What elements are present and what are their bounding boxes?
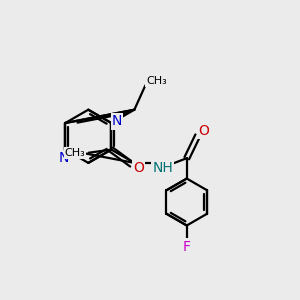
Text: CH₃: CH₃	[146, 76, 166, 86]
Text: O: O	[199, 124, 209, 138]
Text: O: O	[133, 160, 144, 175]
Text: F: F	[183, 240, 191, 254]
Text: N: N	[112, 115, 122, 128]
Text: NH: NH	[152, 161, 173, 175]
Text: N: N	[58, 151, 69, 165]
Text: CH₃: CH₃	[64, 148, 85, 158]
